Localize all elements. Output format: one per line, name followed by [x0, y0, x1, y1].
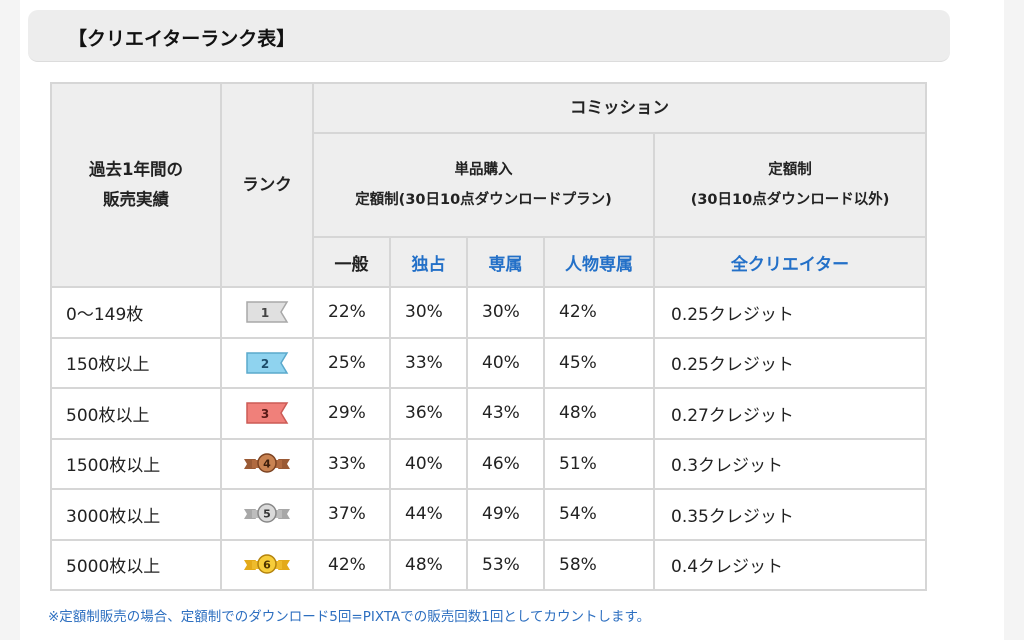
header-flat-line1: 定額制 — [768, 162, 812, 178]
header-flat-rate: 定額制 (30日10点ダウンロード以外) — [652, 132, 928, 238]
exclusive-cell: 40% — [389, 437, 468, 490]
general-cell: 37% — [312, 488, 391, 541]
dedicated-cell: 40% — [466, 336, 545, 389]
blue-flag-icon: 2 — [246, 352, 289, 374]
dedicated-cell: 49% — [466, 488, 545, 541]
footnote: ※定額制販売の場合、定額制でのダウンロード5回=PIXTAでの販売回数1回として… — [48, 609, 651, 625]
rank-number: 5 — [263, 508, 271, 521]
exclusive-cell: 33% — [389, 336, 468, 389]
gray-flag-icon: 1 — [246, 301, 289, 323]
table-row: 500枚以上 3 29% 36% 43% 48% 0.27クレジット — [50, 387, 928, 440]
person-dedicated-cell: 51% — [543, 437, 655, 490]
rank-cell: 6 — [220, 538, 314, 591]
credit-cell: 0.35クレジット — [652, 488, 928, 541]
header-all-creators: 全クリエイター — [652, 236, 928, 288]
exclusive-cell: 48% — [389, 538, 468, 591]
gold-medal-icon: 6 — [244, 554, 290, 574]
rank-number: 6 — [263, 558, 271, 571]
red-flag-icon: 3 — [246, 402, 289, 424]
dedicated-cell: 53% — [466, 538, 545, 591]
creator-rank-table: 過去1年間の 販売実績 ランク コミッション 単品購入 定額制(30日10点ダウ… — [50, 82, 928, 591]
credit-cell: 0.27クレジット — [652, 387, 928, 440]
rank-cell: 2 — [220, 336, 314, 389]
table-row: 150枚以上 2 25% 33% 40% 45% 0.25クレジット — [50, 336, 928, 389]
table-row: 5000枚以上 6 42% 48% 53% 58% 0.4クレジット — [50, 538, 928, 591]
sales-cell: 500枚以上 — [50, 387, 222, 440]
header-rank: ランク — [220, 82, 314, 288]
dedicated-cell: 46% — [466, 437, 545, 490]
credit-cell: 0.3クレジット — [652, 437, 928, 490]
exclusive-cell: 30% — [389, 286, 468, 339]
header-flat-line2: (30日10点ダウンロード以外) — [690, 192, 890, 208]
person-dedicated-cell: 58% — [543, 538, 655, 591]
header-performance-line1: 過去1年間の — [89, 160, 183, 179]
dedicated-cell: 30% — [466, 286, 545, 339]
header-commission: コミッション — [311, 82, 928, 134]
person-dedicated-cell: 48% — [543, 387, 655, 440]
person-dedicated-cell: 54% — [543, 488, 655, 541]
rank-number: 3 — [261, 407, 269, 421]
exclusive-cell: 36% — [389, 387, 468, 440]
header-general: 一般 — [312, 236, 391, 288]
silver-medal-icon: 5 — [244, 503, 290, 523]
sales-cell: 3000枚以上 — [50, 488, 222, 541]
header-person-dedicated: 人物専属 — [543, 236, 655, 288]
header-single-line1: 単品購入 — [454, 162, 513, 178]
header-performance: 過去1年間の 販売実績 — [50, 82, 222, 288]
exclusive-cell: 44% — [389, 488, 468, 541]
general-cell: 33% — [312, 437, 391, 490]
table-row: 3000枚以上 5 37% 44% 49% 54% 0.35クレジット — [50, 488, 928, 541]
rank-number: 4 — [263, 457, 271, 470]
bronze-medal-icon: 4 — [244, 453, 290, 473]
sales-cell: 0〜149枚 — [50, 286, 222, 339]
header-single-purchase: 単品購入 定額制(30日10点ダウンロードプラン) — [312, 132, 655, 238]
header-performance-line2: 販売実績 — [103, 190, 169, 209]
general-cell: 42% — [312, 538, 391, 591]
person-dedicated-cell: 45% — [543, 336, 655, 389]
rank-cell: 3 — [220, 387, 314, 440]
sales-cell: 1500枚以上 — [50, 437, 222, 490]
rank-number: 1 — [261, 306, 269, 320]
rank-cell: 4 — [220, 437, 314, 490]
general-cell: 29% — [312, 387, 391, 440]
header-exclusive: 独占 — [389, 236, 468, 288]
sales-cell: 150枚以上 — [50, 336, 222, 389]
general-cell: 22% — [312, 286, 391, 339]
table-row: 0〜149枚 1 22% 30% 30% 42% 0.25クレジット — [50, 286, 928, 339]
rank-cell: 5 — [220, 488, 314, 541]
rank-number: 2 — [261, 357, 269, 371]
rank-cell: 1 — [220, 286, 314, 339]
credit-cell: 0.25クレジット — [652, 336, 928, 389]
credit-cell: 0.4クレジット — [652, 538, 928, 591]
table-row: 1500枚以上 4 33% 40% 46% 51% 0.3クレジット — [50, 437, 928, 490]
section-header: 【クリエイターランク表】 — [28, 10, 950, 62]
person-dedicated-cell: 42% — [543, 286, 655, 339]
dedicated-cell: 43% — [466, 387, 545, 440]
credit-cell: 0.25クレジット — [652, 286, 928, 339]
sales-cell: 5000枚以上 — [50, 538, 222, 591]
header-dedicated: 専属 — [466, 236, 545, 288]
general-cell: 25% — [312, 336, 391, 389]
header-single-line2: 定額制(30日10点ダウンロードプラン) — [355, 192, 612, 208]
section-title: 【クリエイターランク表】 — [68, 28, 296, 50]
